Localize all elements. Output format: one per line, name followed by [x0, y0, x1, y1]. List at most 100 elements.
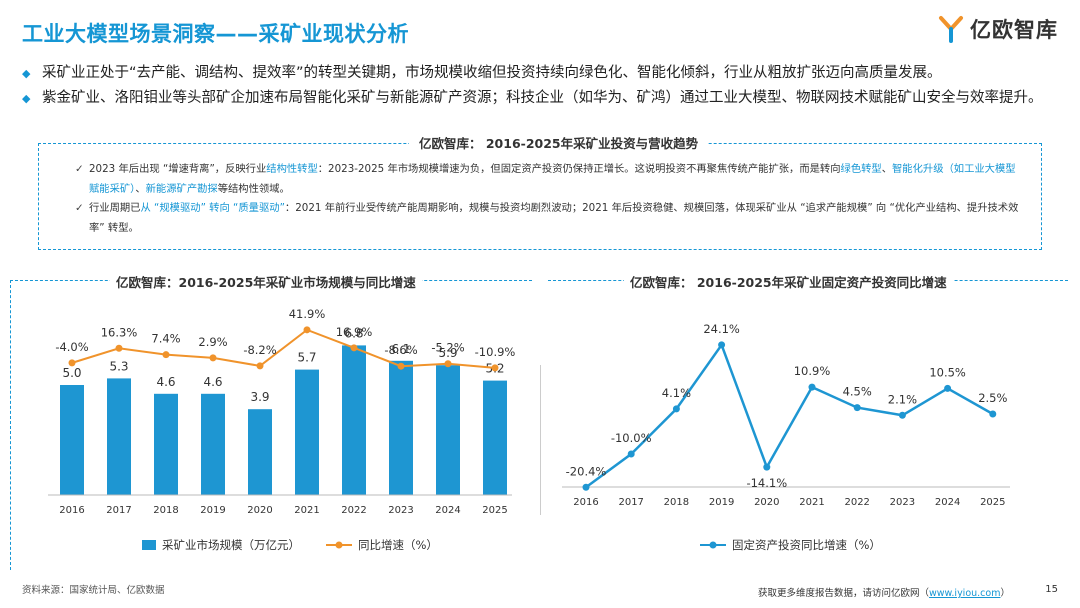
site-link[interactable]: www.iyiou.com: [928, 588, 1001, 599]
diamond-icon: ◆: [22, 92, 31, 105]
growth-point: [68, 359, 76, 367]
x-tick-label: 2016: [59, 505, 84, 516]
bar-label: 6.1: [391, 342, 410, 356]
market-size-chart: 5.0 2016 5.3 2017 4.6 2018 4.6 2019 3.9 2020 5.7 20…: [48, 307, 516, 516]
growth-line: [71, 328, 496, 369]
trend-title: 亿欧智库： 2016-2025年采矿业投资与营收趋势: [409, 133, 709, 152]
growth-point: [444, 360, 452, 368]
bar: [342, 345, 366, 495]
investment-label: -20.4%: [566, 464, 607, 478]
investment-point: [672, 405, 680, 413]
bar-label: 4.6: [156, 375, 175, 389]
growth-label: -5.2%: [431, 341, 464, 355]
bar: [389, 360, 413, 495]
investment-label: 2.1%: [888, 392, 917, 406]
trend-note: ✓ 2023 年后出现 “增速背离”，反映行业结构性转型：2023-2025 年…: [75, 160, 1025, 199]
x-tick-label: 2017: [618, 497, 643, 508]
investment-point: [582, 483, 590, 491]
growth-point: [162, 351, 170, 359]
investment-label: -10.0%: [611, 431, 652, 445]
investment-point: [763, 463, 771, 471]
bullet-item: ◆ 采矿业正处于“去产能、调结构、提效率”的转型关键期，市场规模收缩但投资持续向…: [22, 62, 1062, 85]
bar-label: 5.0: [62, 366, 81, 380]
growth-label: 7.4%: [151, 332, 180, 346]
legend-bar-label: 采矿业市场规模（万亿元）: [162, 538, 300, 552]
check-icon: ✓: [75, 202, 84, 214]
growth-label: 2.9%: [198, 335, 227, 349]
x-tick-label: 2022: [844, 497, 869, 508]
legend-line-label: 固定资产投资同比增速（%）: [732, 538, 881, 552]
bar-label: 5.3: [109, 359, 128, 373]
logo: 亿欧智库: [938, 14, 1058, 44]
investment-label: 10.5%: [929, 365, 966, 379]
investment-label: 4.5%: [843, 385, 872, 399]
legend-line-label: 同比增速（%）: [358, 538, 438, 552]
x-tick-label: 2024: [435, 505, 460, 516]
investment-point: [718, 341, 726, 349]
investment-label: 4.1%: [662, 386, 691, 400]
bar: [483, 380, 507, 495]
trend-note-text: 行业周期已从 “规模驱动” 转向 “质量驱动”：2021 年前行业受传统产能周期…: [89, 202, 1019, 234]
x-tick-label: 2018: [153, 505, 178, 516]
bar: [107, 378, 131, 495]
growth-label: -8.2%: [243, 343, 276, 357]
x-tick-label: 2018: [664, 497, 689, 508]
bar: [154, 393, 178, 495]
diamond-icon: ◆: [22, 67, 31, 80]
investment-point: [898, 411, 906, 419]
left-legend: 采矿业市场规模（万亿元） 同比增速（%）: [142, 537, 438, 553]
growth-point: [115, 344, 123, 352]
growth-label: -10.9%: [475, 345, 516, 359]
trend-summary-box: 亿欧智库： 2016-2025年采矿业投资与营收趋势 ✓ 2023 年后出现 “…: [38, 133, 1042, 250]
trend-note-text: 2023 年后出现 “增速背离”，反映行业结构性转型：2023-2025 年市场…: [89, 163, 1016, 195]
x-tick-label: 2021: [294, 505, 319, 516]
x-tick-label: 2025: [482, 505, 507, 516]
investment-point: [627, 450, 635, 458]
bar: [248, 409, 272, 495]
growth-label: -8.6%: [384, 343, 417, 357]
x-tick-label: 2020: [247, 505, 272, 516]
x-tick-label: 2023: [388, 505, 413, 516]
bar: [60, 385, 84, 495]
investment-point: [989, 410, 997, 418]
check-icon: ✓: [75, 163, 84, 175]
legend-line-swatch: [700, 541, 726, 549]
investment-label: -14.1%: [746, 476, 787, 490]
source-note: 资料来源：国家统计局、亿欧数据: [22, 585, 165, 596]
bar-label: 5.7: [297, 351, 316, 365]
bar-label: 5.9: [438, 346, 457, 360]
trend-notes: ✓ 2023 年后出现 “增速背离”，反映行业结构性转型：2023-2025 年…: [75, 160, 1025, 238]
investment-point: [944, 384, 952, 392]
investment-label: 10.9%: [794, 364, 831, 378]
bar: [201, 393, 225, 495]
right-legend: 固定资产投资同比增速（%）: [700, 537, 881, 553]
bullet-text: 紫金矿业、洛阳钼业等头部矿企加速布局智能化采矿与新能源矿产资源；科技企业（如华为…: [42, 90, 1043, 106]
investment-point: [853, 404, 861, 412]
bullet-item: ◆ 紫金矿业、洛阳钼业等头部矿企加速布局智能化采矿与新能源矿产资源；科技企业（如…: [22, 87, 1062, 110]
logo-text: 亿欧智库: [970, 18, 1058, 42]
x-tick-label: 2017: [106, 505, 131, 516]
growth-point: [209, 354, 217, 362]
x-tick-label: 2020: [754, 497, 779, 508]
trend-note: ✓ 行业周期已从 “规模驱动” 转向 “质量驱动”：2021 年前行业受传统产能…: [75, 199, 1025, 238]
growth-label: 16.3%: [101, 325, 138, 339]
right-chart-title: 亿欧智库： 2016-2025年采矿业固定资产投资同比增速: [624, 272, 953, 291]
x-tick-label: 2022: [341, 505, 366, 516]
logo-icon: [939, 16, 963, 43]
fixed-investment-chart: -20.4% 2016 -10.0% 2017 4.1% 2018 24.1% 2019 -14…: [562, 322, 1010, 508]
investment-line: [585, 342, 994, 489]
x-tick-label: 2025: [980, 497, 1005, 508]
growth-label: -4.0%: [55, 340, 88, 354]
page-number: 15: [1045, 584, 1058, 595]
investment-point: [808, 383, 816, 391]
x-tick-label: 2019: [200, 505, 225, 516]
footer-more-info: 获取更多维度报告数据，请访问亿欧网（www.iyiou.com）: [757, 588, 1010, 599]
legend-line-swatch: [326, 541, 352, 549]
left-chart-title: 亿欧智库：2016-2025年采矿业市场规模与同比增速: [110, 272, 422, 291]
legend-bar-swatch: [142, 540, 156, 550]
page-title: 工业大模型场景洞察——采矿业现状分析: [22, 22, 409, 46]
bullet-list: ◆ 采矿业正处于“去产能、调结构、提效率”的转型关键期，市场规模收缩但投资持续向…: [22, 62, 1062, 112]
x-tick-label: 2024: [935, 497, 960, 508]
investment-label: 24.1%: [703, 322, 740, 336]
x-tick-label: 2019: [709, 497, 734, 508]
